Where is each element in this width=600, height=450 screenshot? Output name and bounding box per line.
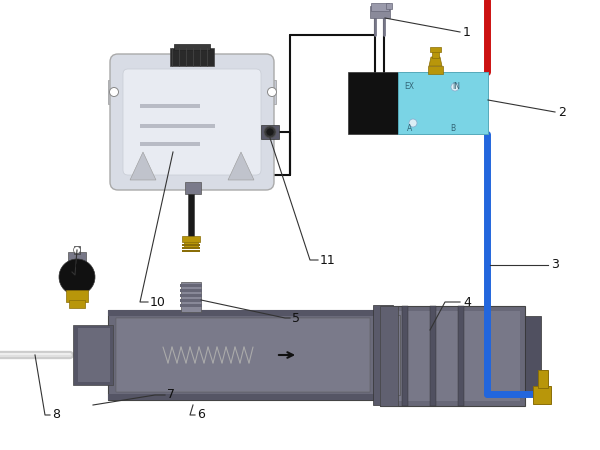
- Circle shape: [110, 87, 119, 96]
- Bar: [66, 290, 88, 302]
- Bar: [180, 289, 202, 292]
- Bar: [188, 194, 194, 244]
- FancyBboxPatch shape: [110, 54, 274, 190]
- Bar: [525, 316, 541, 396]
- Bar: [180, 299, 202, 302]
- Bar: [108, 310, 378, 400]
- Bar: [140, 142, 200, 146]
- Bar: [182, 247, 200, 249]
- Text: 11: 11: [320, 253, 336, 266]
- Bar: [182, 244, 200, 246]
- Text: IN: IN: [452, 82, 460, 91]
- Text: 10: 10: [150, 296, 166, 309]
- Bar: [264, 80, 276, 104]
- Polygon shape: [429, 57, 442, 66]
- Text: 1: 1: [463, 26, 471, 39]
- Bar: [398, 72, 488, 134]
- Bar: [458, 306, 464, 406]
- Bar: [370, 6, 390, 18]
- Text: 2: 2: [558, 105, 566, 118]
- Bar: [108, 394, 378, 400]
- Bar: [380, 306, 398, 406]
- Bar: [371, 3, 389, 11]
- Text: 8: 8: [52, 409, 60, 422]
- Bar: [181, 282, 201, 312]
- Circle shape: [268, 87, 277, 96]
- Bar: [385, 311, 520, 401]
- Bar: [261, 125, 279, 139]
- Bar: [388, 315, 400, 395]
- Bar: [140, 104, 200, 108]
- Bar: [182, 236, 200, 242]
- Bar: [74, 246, 80, 254]
- Text: 3: 3: [551, 258, 559, 271]
- Bar: [140, 124, 215, 128]
- Bar: [180, 284, 202, 287]
- Bar: [373, 305, 393, 405]
- Bar: [432, 50, 439, 58]
- Bar: [182, 250, 200, 252]
- Bar: [428, 66, 443, 74]
- Bar: [538, 370, 548, 388]
- Bar: [184, 240, 198, 248]
- Text: 9: 9: [74, 261, 82, 274]
- Circle shape: [264, 126, 276, 138]
- Text: 6: 6: [197, 409, 205, 422]
- Bar: [73, 325, 113, 385]
- FancyBboxPatch shape: [123, 69, 261, 175]
- Text: B: B: [450, 124, 455, 133]
- Bar: [108, 80, 120, 104]
- Bar: [430, 47, 441, 52]
- Circle shape: [59, 259, 95, 295]
- Text: 7: 7: [167, 388, 175, 401]
- Bar: [78, 328, 110, 382]
- Text: 5: 5: [292, 311, 300, 324]
- Bar: [348, 72, 398, 134]
- Circle shape: [74, 247, 80, 253]
- Text: 4: 4: [463, 296, 471, 309]
- Circle shape: [451, 83, 459, 91]
- Bar: [180, 294, 202, 297]
- Bar: [116, 318, 370, 392]
- Bar: [185, 182, 201, 194]
- Bar: [170, 48, 214, 66]
- Bar: [533, 386, 551, 404]
- Bar: [386, 3, 392, 9]
- Polygon shape: [228, 152, 254, 180]
- Bar: [402, 306, 408, 406]
- Circle shape: [409, 119, 417, 127]
- Bar: [180, 304, 202, 306]
- Text: EX: EX: [404, 82, 414, 91]
- Bar: [430, 306, 436, 406]
- Bar: [69, 300, 85, 308]
- Bar: [174, 44, 210, 50]
- Bar: [68, 252, 86, 264]
- Text: A: A: [407, 124, 412, 133]
- Bar: [380, 306, 525, 406]
- Circle shape: [266, 128, 274, 136]
- Bar: [108, 310, 378, 316]
- Polygon shape: [130, 152, 156, 180]
